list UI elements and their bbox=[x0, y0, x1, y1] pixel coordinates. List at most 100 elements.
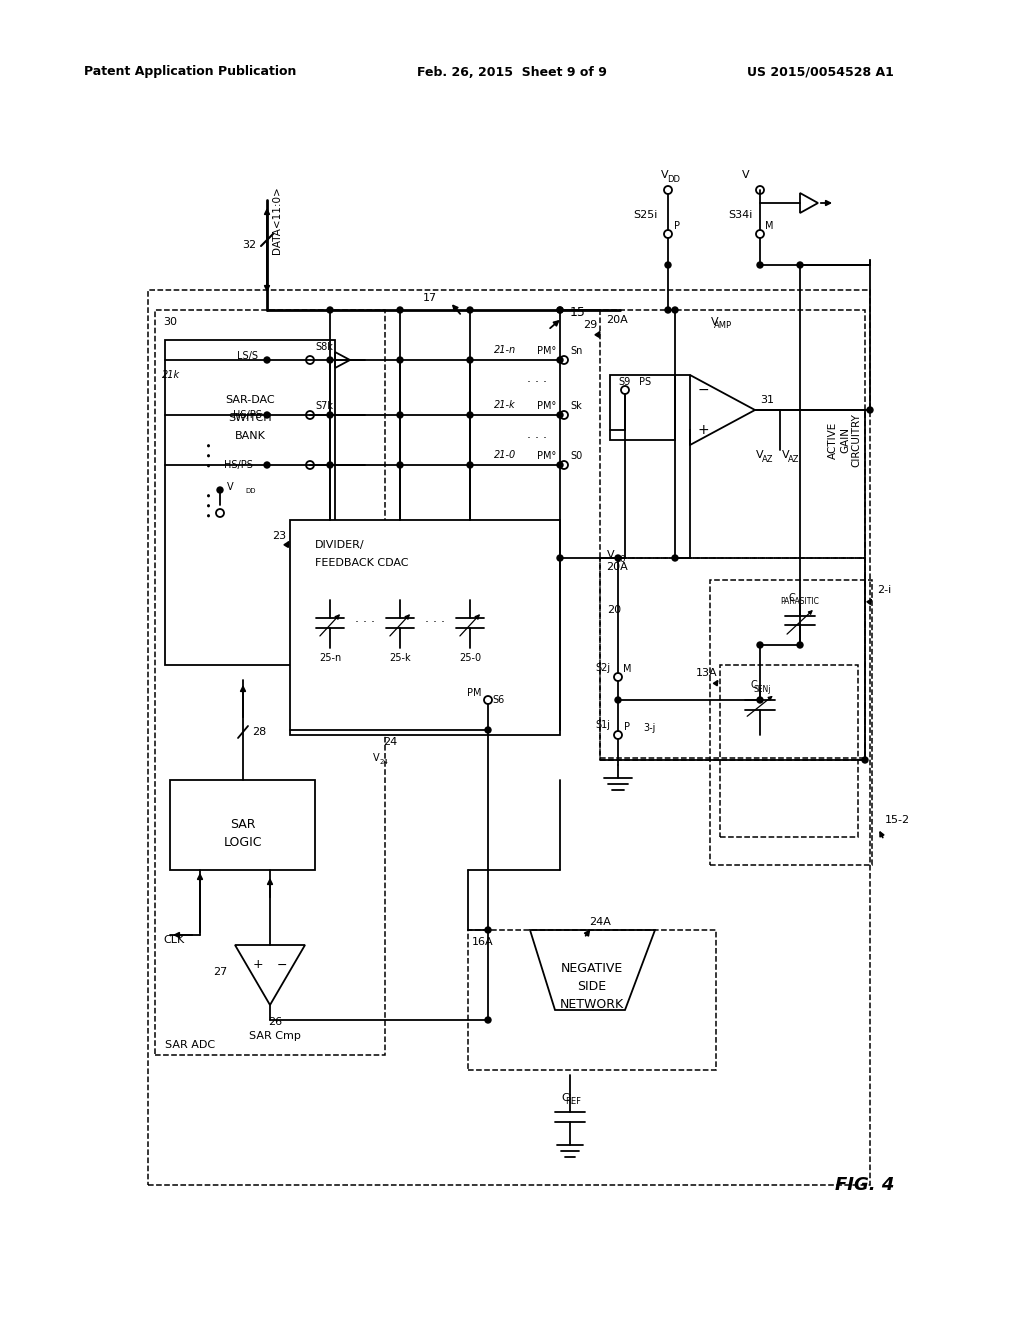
Text: 27: 27 bbox=[213, 968, 227, 977]
Text: 20A: 20A bbox=[606, 562, 628, 572]
Text: S2j: S2j bbox=[595, 663, 610, 673]
Circle shape bbox=[485, 1016, 490, 1023]
Text: DD: DD bbox=[245, 488, 256, 494]
Text: · · ·: · · · bbox=[425, 616, 445, 630]
Text: FIG. 4: FIG. 4 bbox=[835, 1176, 894, 1195]
Text: • • •: • • • bbox=[205, 492, 215, 519]
Circle shape bbox=[467, 356, 473, 363]
Circle shape bbox=[615, 554, 621, 561]
Text: 21-0: 21-0 bbox=[494, 450, 516, 459]
Text: Patent Application Publication: Patent Application Publication bbox=[84, 66, 296, 78]
Circle shape bbox=[397, 412, 403, 418]
Circle shape bbox=[557, 308, 563, 313]
Text: V: V bbox=[662, 170, 669, 180]
Text: C: C bbox=[561, 1093, 569, 1104]
Text: V: V bbox=[607, 550, 614, 560]
Text: 20: 20 bbox=[615, 554, 626, 564]
Text: S9: S9 bbox=[618, 378, 630, 387]
Circle shape bbox=[557, 462, 563, 469]
Circle shape bbox=[557, 554, 563, 561]
Text: PM°: PM° bbox=[537, 451, 556, 461]
Text: 24: 24 bbox=[383, 737, 397, 747]
Text: 16A: 16A bbox=[472, 937, 494, 946]
Text: AZ: AZ bbox=[788, 454, 800, 463]
Text: 25-k: 25-k bbox=[389, 653, 411, 663]
Text: 15: 15 bbox=[570, 305, 586, 318]
Text: C: C bbox=[751, 680, 758, 690]
Text: V: V bbox=[227, 482, 233, 492]
Bar bbox=[710, 579, 872, 865]
Circle shape bbox=[797, 261, 803, 268]
Text: REF: REF bbox=[565, 1097, 581, 1106]
Bar bbox=[610, 375, 675, 440]
Text: 2-i: 2-i bbox=[877, 585, 891, 595]
Text: PM°: PM° bbox=[537, 401, 556, 411]
Text: M: M bbox=[765, 220, 773, 231]
Circle shape bbox=[557, 356, 563, 363]
Text: 31: 31 bbox=[760, 395, 774, 405]
Text: SENj: SENj bbox=[754, 685, 771, 693]
Circle shape bbox=[397, 462, 403, 469]
Text: AZ: AZ bbox=[762, 454, 774, 463]
Text: V: V bbox=[373, 752, 379, 763]
Circle shape bbox=[217, 487, 223, 492]
Circle shape bbox=[672, 554, 678, 561]
Text: P: P bbox=[624, 722, 630, 733]
Circle shape bbox=[327, 308, 333, 313]
Text: 26: 26 bbox=[268, 1016, 282, 1027]
Text: 32: 32 bbox=[242, 240, 256, 249]
Bar bbox=[148, 290, 870, 1185]
Text: PS: PS bbox=[639, 378, 651, 387]
Text: HS/PS: HS/PS bbox=[232, 411, 261, 420]
Text: C: C bbox=[788, 593, 796, 603]
Bar bbox=[468, 931, 716, 1071]
Circle shape bbox=[665, 261, 671, 268]
Circle shape bbox=[485, 727, 490, 733]
Text: 30: 30 bbox=[163, 317, 177, 327]
Bar bbox=[170, 780, 315, 870]
Text: S25i: S25i bbox=[633, 210, 657, 220]
Text: 21k: 21k bbox=[162, 370, 180, 380]
Bar bbox=[720, 665, 858, 837]
Circle shape bbox=[665, 308, 671, 313]
Text: · · ·: · · · bbox=[527, 376, 547, 389]
Text: 25-n: 25-n bbox=[318, 653, 341, 663]
Text: SIDE: SIDE bbox=[578, 979, 606, 993]
Circle shape bbox=[557, 412, 563, 418]
Text: LS/S: LS/S bbox=[237, 351, 257, 360]
Circle shape bbox=[757, 642, 763, 648]
Circle shape bbox=[397, 308, 403, 313]
Text: LOGIC: LOGIC bbox=[224, 837, 262, 850]
Text: S0: S0 bbox=[570, 451, 583, 461]
Text: DD: DD bbox=[668, 174, 681, 183]
Text: 15-2: 15-2 bbox=[885, 814, 910, 825]
Circle shape bbox=[862, 756, 868, 763]
Text: 25-0: 25-0 bbox=[459, 653, 481, 663]
Circle shape bbox=[327, 462, 333, 469]
Text: 13A: 13A bbox=[695, 668, 717, 678]
Text: BANK: BANK bbox=[234, 432, 265, 441]
Text: 21-k: 21-k bbox=[495, 400, 516, 411]
Text: PARASITIC: PARASITIC bbox=[780, 598, 819, 606]
Text: 3-j: 3-j bbox=[644, 723, 656, 733]
Text: 28: 28 bbox=[252, 727, 266, 737]
Circle shape bbox=[397, 356, 403, 363]
Circle shape bbox=[485, 927, 490, 933]
Text: V: V bbox=[712, 317, 719, 327]
Circle shape bbox=[797, 642, 803, 648]
Text: HS/PS: HS/PS bbox=[223, 459, 253, 470]
Text: CLK: CLK bbox=[163, 935, 184, 945]
Text: S1j: S1j bbox=[595, 719, 610, 730]
Circle shape bbox=[757, 697, 763, 704]
Bar bbox=[155, 310, 385, 1055]
Text: 24A: 24A bbox=[589, 917, 611, 927]
Text: FEEDBACK CDAC: FEEDBACK CDAC bbox=[315, 558, 409, 568]
Text: AMP: AMP bbox=[714, 322, 732, 330]
Text: • • •: • • • bbox=[205, 442, 215, 469]
Text: SAR: SAR bbox=[230, 818, 256, 832]
Circle shape bbox=[467, 308, 473, 313]
Text: PM°: PM° bbox=[537, 346, 556, 356]
Text: 23: 23 bbox=[272, 531, 286, 541]
Circle shape bbox=[672, 308, 678, 313]
Circle shape bbox=[327, 356, 333, 363]
